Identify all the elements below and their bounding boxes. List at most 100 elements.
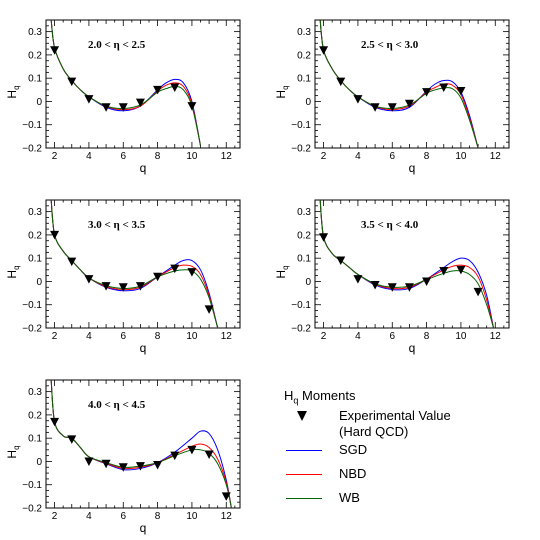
x-tick-label: 8 [155, 331, 161, 342]
y-tick-label: 0.2 [297, 230, 311, 241]
y-tick-label: 0.2 [28, 230, 42, 241]
experimental-point [353, 275, 363, 284]
y-axis-label: Hq [5, 85, 21, 98]
experimental-point [153, 272, 163, 282]
experimental-point [187, 445, 197, 455]
y-tick-label: 0 [36, 97, 42, 108]
experimental-point [204, 450, 214, 459]
legend: Hq Moments Experimental Value (Hard QCD)… [284, 388, 524, 508]
x-tick-label: 12 [221, 511, 233, 522]
x-tick-label: 4 [355, 331, 361, 342]
y-tick-label: 0.3 [28, 387, 42, 398]
experimental-point [67, 77, 77, 87]
experimental-point [187, 102, 197, 111]
experimental-point [84, 275, 94, 284]
eta-range-label: 4.0 < η < 4.5 [88, 399, 146, 411]
experimental-point [153, 85, 163, 95]
experimental-point [370, 103, 380, 112]
y-tick-label: −0.1 [22, 480, 42, 491]
series-line-wb [50, 200, 219, 328]
legend-title: Hq Moments [284, 388, 356, 406]
x-tick-label: 6 [389, 151, 395, 162]
chart-panel-1: 2 4 6 8 10 12 −0.2 −0.1 0 0.1 0.2 0.3 q Hq 2.0 < η < 2… [5, 19, 241, 175]
experimental-point [135, 282, 145, 291]
experimental-point [170, 83, 180, 92]
y-tick-label: 0 [305, 277, 311, 288]
experimental-point [336, 77, 346, 87]
y-tick-label: 0.3 [297, 27, 311, 38]
experimental-point [353, 95, 363, 104]
experimental-point [170, 451, 180, 461]
x-tick-label: 8 [155, 511, 161, 522]
y-tick-label: −0.1 [22, 300, 42, 311]
experimental-point [404, 283, 414, 292]
experimental-point [118, 463, 128, 472]
x-tick-label: 2 [52, 511, 58, 522]
y-tick-label: 0.1 [28, 254, 42, 265]
x-tick-label: 6 [120, 511, 126, 522]
chart-panel-5: 2 4 6 8 10 12 −0.2 −0.1 0 0.1 0.2 0.3 q Hq 4.0 < η < 4… [5, 379, 241, 535]
x-tick-label: 10 [186, 331, 198, 342]
sgd-line-icon [286, 450, 322, 451]
y-tick-label: 0.1 [28, 74, 42, 85]
experimental-point [101, 459, 111, 469]
experimental-point [473, 287, 483, 297]
x-tick-label: 2 [52, 151, 58, 162]
experimental-point [84, 457, 94, 466]
x-tick-label: 10 [455, 151, 467, 162]
experimental-point [439, 83, 449, 92]
experimental-point [67, 257, 77, 267]
chart-panel-3: 2 4 6 8 10 12 −0.2 −0.1 0 0.1 0.2 0.3 q Hq 3.0 < η < 3… [5, 199, 241, 355]
experimental-point [336, 256, 346, 266]
y-tick-label: −0.1 [22, 120, 42, 131]
legend-label-sgd: SGD [339, 442, 368, 457]
experimental-point [118, 283, 128, 292]
y-tick-label: 0 [36, 457, 42, 468]
experimental-point [456, 265, 466, 275]
x-tick-label: 4 [86, 511, 92, 522]
experimental-point [319, 46, 329, 55]
y-tick-label: −0.2 [22, 504, 42, 515]
x-tick-label: 6 [389, 331, 395, 342]
experimental-point [84, 95, 94, 104]
y-tick-label: 0 [36, 277, 42, 288]
experimental-point [439, 266, 449, 276]
y-axis-label: Hq [5, 265, 21, 278]
chart-panel-4: 2 4 6 8 10 12 −0.2 −0.1 0 0.1 0.2 0.3 q Hq 3.5 < η < 4… [274, 199, 510, 355]
legend-label-wb: WB [339, 490, 360, 505]
experimental-point [101, 282, 111, 291]
experimental-point [387, 103, 397, 112]
y-axis-label: Hq [274, 265, 290, 278]
y-tick-label: 0.3 [297, 207, 311, 218]
x-tick-label: 6 [120, 151, 126, 162]
legend-label-experimental-note: (Hard QCD) [339, 424, 409, 439]
experimental-point [422, 277, 432, 286]
x-tick-label: 12 [221, 331, 233, 342]
x-tick-label: 10 [186, 511, 198, 522]
y-tick-label: 0.3 [28, 207, 42, 218]
y-tick-label: −0.1 [291, 120, 311, 131]
experimental-point [456, 86, 466, 96]
eta-range-label: 2.0 < η < 2.5 [88, 39, 146, 51]
y-tick-label: 0.2 [297, 50, 311, 61]
experimental-point [170, 264, 180, 274]
y-tick-label: 0 [305, 97, 311, 108]
x-tick-label: 4 [86, 331, 92, 342]
x-tick-label: 8 [155, 151, 161, 162]
x-axis-label: q [140, 161, 147, 175]
experimental-point [204, 305, 214, 314]
x-tick-label: 2 [52, 331, 58, 342]
x-axis-label: q [409, 341, 416, 355]
experimental-point [50, 230, 60, 240]
x-axis-label: q [409, 161, 416, 175]
experimental-point [101, 103, 111, 112]
experimental-point [387, 283, 397, 292]
y-tick-label: 0.3 [28, 27, 42, 38]
y-tick-label: −0.2 [22, 144, 42, 155]
experimental-point [135, 98, 145, 108]
y-axis-label: Hq [5, 445, 21, 458]
x-tick-label: 8 [424, 151, 430, 162]
x-tick-label: 4 [355, 151, 361, 162]
x-tick-label: 4 [86, 151, 92, 162]
